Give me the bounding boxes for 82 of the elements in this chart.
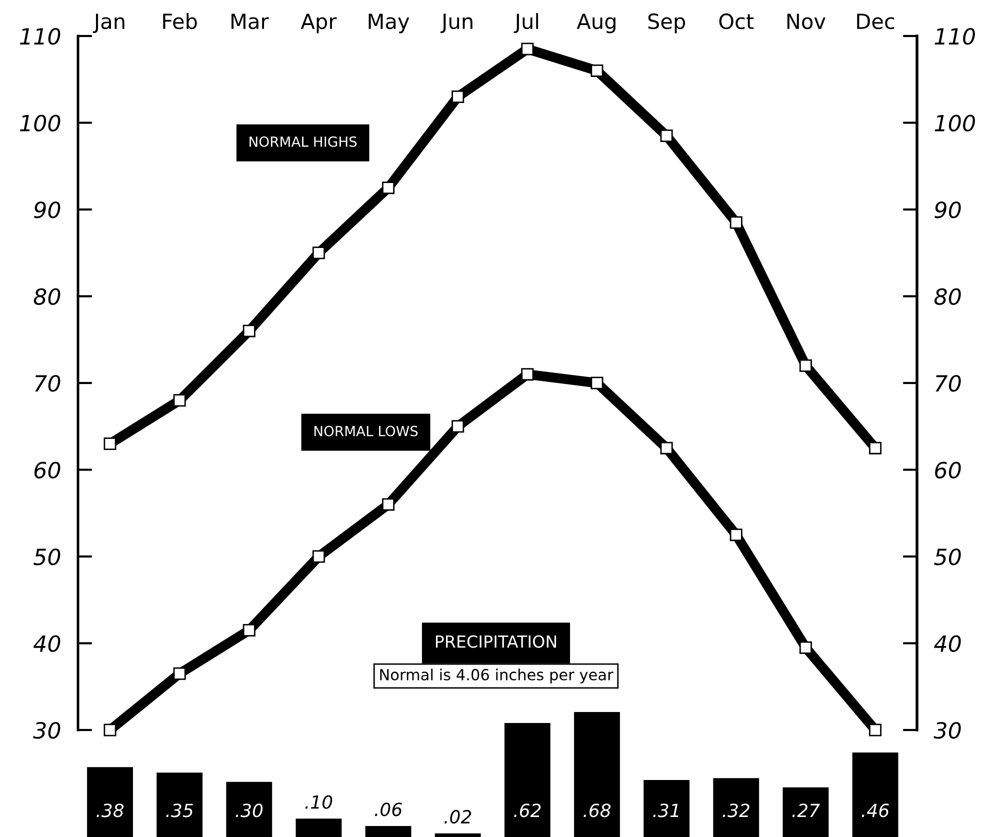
- data-label: .35: [166, 804, 193, 818]
- point: [660, 442, 673, 454]
- point: [242, 624, 256, 636]
- chart-title: PRECIPITATION: [436, 635, 556, 648]
- point: [869, 724, 882, 736]
- y-tick-label: 30: [33, 722, 60, 739]
- data-label: .46: [862, 804, 889, 818]
- point: [660, 130, 673, 142]
- y2-tick-label: 30: [934, 722, 961, 739]
- y-tick-label: 50: [34, 548, 60, 566]
- point: [312, 550, 325, 563]
- point: [104, 724, 116, 736]
- data-label: .32: [722, 804, 750, 818]
- data-label: .30: [236, 804, 263, 818]
- point: [382, 498, 395, 511]
- point: [173, 394, 186, 407]
- point: [452, 90, 464, 103]
- text: NORMAL HIGHS: [250, 136, 357, 147]
- chart-subtitle: Normal is 4.06 inches per year: [380, 668, 614, 684]
- point: [242, 324, 256, 338]
- bar: [713, 778, 760, 837]
- point: [521, 42, 534, 56]
- data-label: .31: [653, 804, 678, 818]
- bar: [434, 833, 481, 837]
- y-tick-label: 110: [20, 28, 60, 45]
- bar: [782, 787, 829, 837]
- bar: [156, 772, 203, 837]
- bar: [852, 752, 898, 837]
- point: [382, 182, 395, 194]
- x-tick-label: Feb: [163, 13, 197, 30]
- data-label: .10: [305, 795, 332, 809]
- data-label: .68: [584, 804, 611, 818]
- x-tick-label: Oct: [719, 13, 754, 30]
- x-tick-label: Mar: [232, 14, 269, 30]
- y-tick-label: 60: [34, 462, 60, 479]
- bar: [365, 826, 412, 837]
- y2-tick-label: 90: [934, 201, 961, 218]
- data-label: .02: [444, 810, 472, 824]
- point: [730, 216, 742, 229]
- point: [730, 528, 742, 542]
- y2-tick-label: 40: [934, 635, 961, 652]
- data-label: .27: [792, 804, 820, 817]
- series-label: NORMAL LOWS: [314, 426, 418, 436]
- bar: [574, 712, 620, 837]
- data-label: .38: [96, 804, 124, 818]
- x-tick-label: Aug: [576, 14, 616, 34]
- bar: [504, 723, 550, 837]
- point: [521, 368, 534, 381]
- y-tick-label: 40: [33, 635, 60, 652]
- x-tick-label: Jun: [440, 14, 472, 34]
- point: [312, 246, 325, 260]
- x-tick-label: Jan: [92, 14, 124, 34]
- point: [799, 641, 812, 654]
- y2-tick-label: 60: [935, 462, 961, 479]
- bar: [296, 818, 342, 837]
- point: [799, 359, 812, 372]
- x-tick-label: Jul: [514, 13, 538, 34]
- y2-tick-label: 70: [936, 374, 961, 392]
- y2-tick-label: 50: [934, 548, 961, 566]
- point: [104, 437, 116, 450]
- point: [173, 667, 186, 680]
- x-tick-label: Apr: [300, 14, 337, 34]
- x-tick-label: May: [368, 14, 410, 34]
- y-tick-label: 80: [34, 288, 60, 306]
- y-tick-label: 90: [34, 201, 60, 218]
- x-tick-label: Sep: [648, 13, 686, 34]
- y2-tick-label: 100: [934, 114, 975, 132]
- data-label: .62: [514, 804, 541, 818]
- bar: [87, 767, 133, 837]
- y-tick-label: 100: [20, 114, 60, 132]
- y2-tick-label: 110: [934, 28, 975, 45]
- point: [590, 64, 604, 77]
- point: [590, 376, 604, 390]
- y2-tick-label: 80: [934, 288, 961, 306]
- y-tick-label: 70: [35, 374, 60, 392]
- x-tick-label: Nov: [787, 14, 826, 30]
- data-label: .06: [374, 802, 402, 816]
- point: [452, 420, 464, 433]
- x-tick-label: Dec: [857, 14, 894, 30]
- bar: [226, 782, 272, 837]
- bar: [644, 780, 690, 837]
- point: [869, 442, 882, 454]
